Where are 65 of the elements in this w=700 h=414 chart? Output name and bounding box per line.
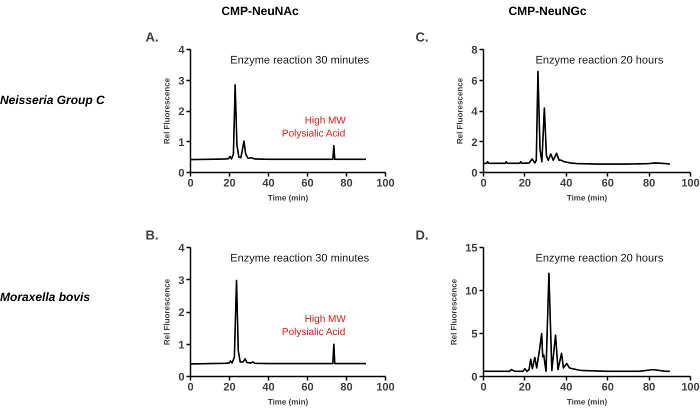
x-tick-label: 80 [642, 382, 656, 394]
x-tick-label: 80 [340, 382, 353, 394]
y-tick-label: 4 [178, 242, 186, 254]
x-tick-label: 0 [187, 382, 194, 394]
y-tick-label: 1 [178, 136, 185, 149]
chart-subtitle: Enzyme reaction 30 minutes [230, 54, 370, 66]
y-tick-label: 0 [178, 168, 185, 180]
x-axis-title: Time (min) [566, 194, 608, 202]
annotation: High MW Polysialic Acid [282, 116, 346, 140]
y-tick-label: 8 [471, 44, 478, 56]
y-tick-label: 0 [471, 168, 478, 180]
x-tick-label: 20 [223, 382, 236, 394]
y-tick-label: 3 [178, 274, 185, 287]
x-tick-label: 0 [187, 178, 194, 190]
x-tick-label: 40 [262, 178, 275, 190]
x-axis-title: Time (min) [268, 194, 308, 202]
x-tick-label: 100 [376, 178, 395, 190]
x-tick-label: 80 [642, 178, 656, 190]
x-tick-label: 100 [681, 178, 700, 190]
x-tick-label: 40 [262, 382, 275, 394]
x-tick-label: 0 [480, 178, 487, 190]
text: Neisseria Group C [0, 92, 105, 109]
text: Enzyme reaction 30 minutes [230, 252, 370, 265]
x-tick-label: 80 [340, 178, 353, 190]
chart-subtitle: Enzyme reaction 20 hours [536, 54, 664, 66]
y-axis-title: Rel Fluorescence [455, 77, 464, 144]
x-tick-label: 40 [560, 382, 572, 394]
x-tick-label: 20 [518, 382, 532, 394]
x-tick-label: 20 [518, 178, 532, 190]
x-tick-label: 60 [602, 382, 614, 394]
y-tick-label: 0 [178, 372, 185, 384]
x-tick-label: 60 [602, 178, 614, 190]
y-axis-title: Rel Fluorescence [162, 77, 172, 144]
x-tick-label: 60 [301, 382, 314, 394]
chart-title: A. [146, 30, 158, 44]
y-tick-label: 10 [465, 286, 478, 298]
y-tick-label: 3 [178, 75, 185, 88]
y-tick-label: 5 [471, 328, 478, 340]
y-tick-label: 2 [178, 106, 185, 118]
x-tick-label: 0 [480, 382, 487, 394]
x-tick-label: 20 [223, 178, 236, 190]
chart-title: B. [146, 228, 158, 242]
y-tick-label: 6 [471, 75, 478, 88]
y-tick-label: 4 [178, 44, 186, 56]
text: Enzyme reaction 20 hours [536, 252, 664, 265]
y-tick-label: 15 [465, 242, 478, 254]
y-tick-label: 1 [178, 339, 185, 352]
y-tick-label: 2 [471, 136, 478, 149]
text: CMP-NeuNGc [508, 3, 586, 20]
chart-title: C. [416, 30, 428, 44]
chart-title: D. [416, 228, 428, 242]
x-tick-label: 60 [301, 178, 314, 190]
annotation: High MW Polysialic Acid [282, 314, 346, 338]
x-tick-label: 40 [560, 178, 572, 190]
y-tick-label: 2 [178, 307, 185, 319]
y-tick-label: 0 [471, 372, 478, 384]
y-tick-label: 4 [471, 106, 478, 118]
text: Moraxella bovis [0, 289, 90, 306]
x-axis-title: Time (min) [268, 398, 308, 406]
text: CMP-NeuNAc [221, 3, 299, 20]
x-tick-label: 100 [681, 382, 700, 394]
x-axis-title: Time (min) [566, 398, 608, 406]
y-axis-title: Rel Fluorescence [449, 278, 458, 346]
x-tick-label: 100 [376, 382, 395, 394]
y-axis-title: Rel Fluorescence [162, 278, 172, 346]
